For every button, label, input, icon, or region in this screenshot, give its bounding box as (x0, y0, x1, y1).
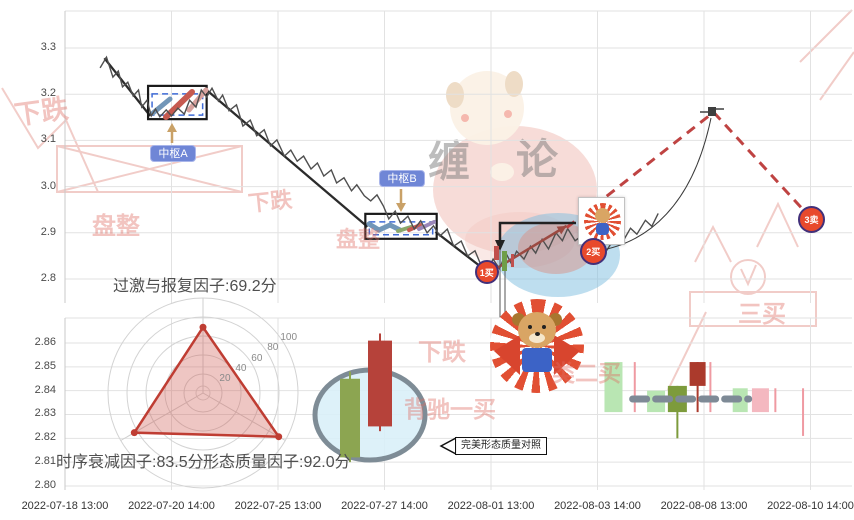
brand-watermark-right: 论 (516, 136, 559, 183)
brand-watermark-left: 缠 (428, 138, 471, 185)
